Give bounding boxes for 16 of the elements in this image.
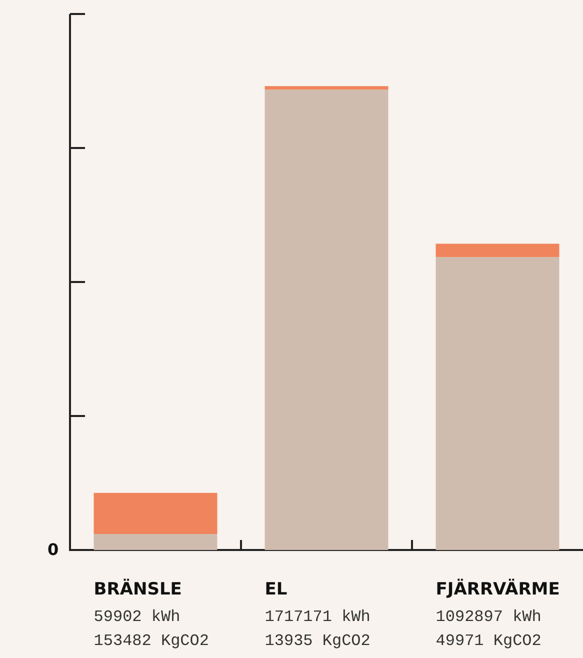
x-tick-label: EL	[264, 579, 288, 600]
x-tick-label: BRÄNSLE	[94, 578, 182, 600]
bar	[436, 244, 560, 258]
bar	[94, 534, 218, 550]
data-label: 1092897 kWh	[436, 608, 542, 626]
text: 0	[47, 540, 59, 560]
data-label: 59902 kWh	[94, 608, 180, 626]
data-label: 1717171 kWh	[264, 608, 370, 626]
x-tick-label: FJÄRRVÄRME	[436, 578, 560, 600]
bar	[264, 86, 388, 90]
bar	[264, 90, 388, 550]
data-label: 13935 KgCO2	[264, 632, 370, 650]
data-label: 153482 KgCO2	[94, 632, 209, 650]
bar	[436, 257, 560, 550]
data-label: 49971 KgCO2	[436, 632, 542, 650]
bar	[94, 492, 218, 534]
